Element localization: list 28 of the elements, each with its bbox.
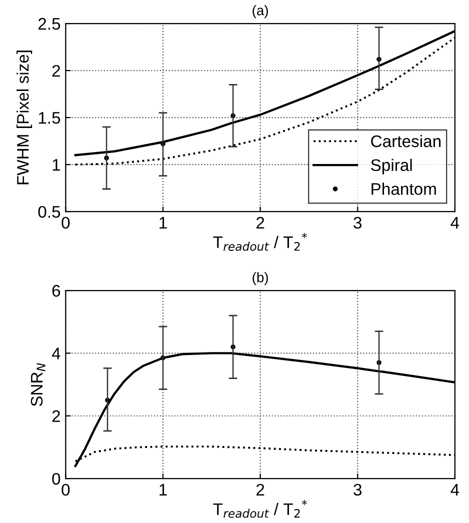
- x-tick-label: 4: [450, 484, 460, 496]
- chart-title: (b): [252, 272, 268, 286]
- x-tick-label: 2: [256, 484, 264, 496]
- x-tick-label: 3: [354, 216, 362, 229]
- y-tick-label: 2: [52, 64, 60, 77]
- y-axis-title: FWHM [Pixel size]: [16, 50, 32, 184]
- x-tick-label: 0: [62, 216, 70, 229]
- x-tick-label: 2: [256, 216, 264, 228]
- legend-label: Spiral: [371, 158, 412, 174]
- y-tick-label: 2: [52, 410, 60, 422]
- x-axis-title: T$_{readout}$ / T$_{2}$$^{*}$: [213, 232, 307, 251]
- legend-label: Cartesian: [371, 134, 441, 148]
- y-tick-label: 1: [52, 159, 60, 171]
- y-tick-label: 1.5: [38, 112, 60, 124]
- y-tick-label: 4: [52, 348, 60, 360]
- legend-label: Phantom: [372, 182, 436, 195]
- x-tick-label: 3: [354, 484, 362, 496]
- y-tick-label: 6: [52, 284, 60, 297]
- chart-title: (a): [252, 5, 268, 18]
- y-axis-title: SNR$_{N}$: [30, 363, 46, 406]
- x-tick-label: 0: [62, 484, 70, 496]
- x-tick-label: 1: [160, 484, 167, 496]
- y-tick-label: 0.5: [38, 206, 60, 218]
- x-tick-label: 1: [160, 217, 167, 228]
- y-tick-label: 0: [52, 472, 60, 485]
- y-tick-label: 2.5: [38, 18, 60, 30]
- x-tick-label: 4: [450, 217, 460, 228]
- x-axis-title: T$_{readout}$ / T$_{2}$$^{*}$: [213, 500, 307, 518]
